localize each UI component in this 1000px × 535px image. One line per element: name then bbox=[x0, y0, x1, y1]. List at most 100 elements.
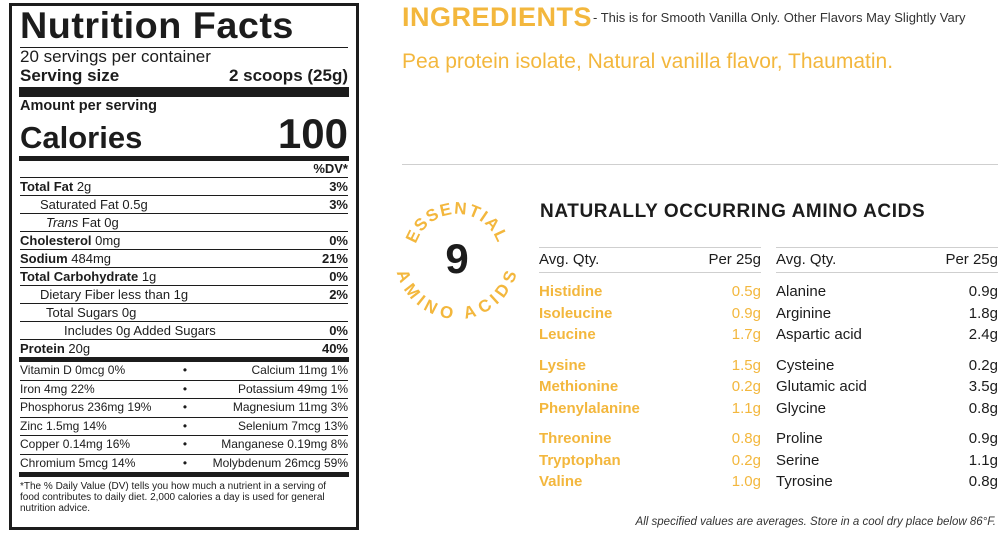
nutrient-label: Trans Fat 0g bbox=[20, 214, 119, 231]
nutrient-row: Cholesterol 0mg 0% bbox=[20, 231, 348, 249]
other-amino-row: Glutamic acid 3.5g bbox=[776, 376, 998, 398]
nutrient-label: Total Sugars 0g bbox=[20, 304, 136, 321]
amino-name: Phenylalanine bbox=[539, 399, 640, 417]
nutrient-amount: Dietary Fiber less than 1g bbox=[40, 287, 189, 302]
other-amino-row: Serine 1.1g bbox=[776, 450, 998, 472]
vitamin-row: Vitamin D 0mcg 0% • Calcium 11mg 1% bbox=[20, 362, 348, 380]
nutrient-row: Sodium 484mg 21% bbox=[20, 249, 348, 267]
other-amino-row: Glycine 0.8g bbox=[776, 398, 998, 420]
storage-note: All specified values are averages. Store… bbox=[635, 516, 996, 528]
nutrient-amount: Fat 0g bbox=[78, 215, 119, 230]
servings-per-container: 20 servings per container bbox=[20, 47, 211, 66]
amino-value: 1.5g bbox=[731, 356, 761, 374]
amount-per-serving: Amount per serving bbox=[20, 98, 157, 114]
ingredients-heading: INGREDIENTS bbox=[402, 2, 593, 32]
daily-value-header: %DV* bbox=[313, 161, 348, 176]
vitamin-row: Iron 4mg 22% • Potassium 49mg 1% bbox=[20, 379, 348, 399]
other-amino-row: Aspartic acid 2.4g bbox=[776, 324, 998, 346]
vitamin-row: Copper 0.14mg 16% • Manganese 0.19mg 8% bbox=[20, 435, 348, 454]
bullet-separator: • bbox=[182, 400, 188, 414]
amino-value: 0.2g bbox=[731, 378, 761, 395]
calories-label: Calories bbox=[20, 120, 143, 155]
nutrient-amount: Total Sugars 0g bbox=[46, 305, 137, 320]
other-amino-row: Cysteine 0.2g bbox=[776, 355, 998, 377]
amino-name: Tyrosine bbox=[776, 473, 833, 490]
nutrient-amount: 20g bbox=[64, 341, 91, 356]
vitamin-left: Iron 4mg 22% bbox=[20, 381, 95, 396]
essential-amino-row: Tryptophan 0.2g bbox=[539, 450, 761, 472]
amino-name: Isoleucine bbox=[539, 304, 613, 322]
nutrient-label: Total Carbohydrate 1g bbox=[20, 268, 156, 285]
nutrient-label: Cholesterol 0mg bbox=[20, 232, 120, 249]
amino-name: Arginine bbox=[776, 304, 832, 322]
essential-amino-row: Isoleucine 0.9g bbox=[539, 303, 761, 325]
amino-value: 0.9g bbox=[731, 304, 761, 322]
vitamin-left: Chromium 5mcg 14% bbox=[20, 455, 136, 470]
essential-amino-row: Valine 1.0g bbox=[539, 471, 761, 493]
nutrition-facts-title: Nutrition Facts bbox=[20, 5, 294, 46]
section-divider bbox=[402, 164, 998, 165]
amino-name: Lysine bbox=[539, 356, 586, 374]
amino-value: 0.2g bbox=[968, 356, 998, 374]
amino-group: Proline 0.9g Serine 1.1g Tyrosine 0.8g bbox=[776, 428, 998, 493]
amino-name: Aspartic acid bbox=[776, 326, 862, 343]
amino-name: Proline bbox=[776, 430, 823, 447]
amino-value: 0.9g bbox=[968, 283, 998, 300]
nutrient-label: Sodium 484mg bbox=[20, 250, 111, 267]
other-amino-row: Alanine 0.9g bbox=[776, 281, 998, 303]
serving-size-value: 2 scoops (25g) bbox=[228, 66, 348, 85]
nutrient-amount: 1g bbox=[138, 269, 157, 284]
vitamin-right: Magnesium 11mg 3% bbox=[232, 400, 348, 414]
amino-value: 0.8g bbox=[968, 399, 998, 417]
per-25g-header: Per 25g bbox=[945, 251, 998, 268]
essential-amino-row: Histidine 0.5g bbox=[539, 281, 761, 303]
vitamin-row: Zinc 1.5mg 14% • Selenium 7mcg 13% bbox=[20, 416, 348, 436]
amino-name: Threonine bbox=[539, 430, 612, 447]
nutrient-amount: 0mg bbox=[91, 233, 121, 248]
serving-size: Serving size 2 scoops (25g) bbox=[20, 66, 348, 86]
amino-group: Histidine 0.5g Isoleucine 0.9g Leucine 1.7g bbox=[539, 281, 761, 346]
amino-value: 2.4g bbox=[968, 326, 998, 343]
nutrient-name: Cholesterol bbox=[20, 233, 92, 248]
nutrient-row: Includes 0g Added Sugars 0% bbox=[20, 321, 348, 339]
nutrient-name: Total Fat bbox=[20, 179, 74, 194]
nutrient-dv-percent: 0% bbox=[329, 233, 348, 248]
amino-table-header: Avg. Qty. Per 25g bbox=[539, 247, 761, 273]
amino-name: Serine bbox=[776, 451, 820, 469]
nutrient-dv-percent: 21% bbox=[321, 251, 348, 266]
nutrient-name: Protein bbox=[20, 341, 65, 356]
nutrient-rows: Total Fat 2g 3% Saturated Fat 0.5g 3% Trans … bbox=[20, 177, 348, 357]
nutrient-row: Dietary Fiber less than 1g 2% bbox=[20, 285, 348, 303]
nutrient-dv-percent: 40% bbox=[321, 341, 348, 356]
bullet-separator: • bbox=[182, 418, 188, 433]
other-amino-row: Proline 0.9g bbox=[776, 428, 998, 450]
amino-name: Methionine bbox=[539, 378, 619, 395]
nutrient-dv-percent: 0% bbox=[329, 323, 348, 338]
nutrient-label: Dietary Fiber less than 1g bbox=[20, 286, 188, 303]
nutrient-dv-percent: 2% bbox=[329, 287, 348, 302]
essential-amino-row: Methionine 0.2g bbox=[539, 376, 761, 398]
vitamin-left: Zinc 1.5mg 14% bbox=[20, 418, 107, 433]
amino-value: 1.1g bbox=[731, 399, 761, 417]
bullet-separator: • bbox=[182, 437, 188, 451]
other-amino-row: Tyrosine 0.8g bbox=[776, 471, 998, 493]
vitamin-right: Molybdenum 26mcg 59% bbox=[212, 455, 348, 470]
amino-value: 3.5g bbox=[968, 378, 998, 395]
amino-name: Histidine bbox=[539, 283, 603, 300]
amino-name: Cysteine bbox=[776, 356, 835, 374]
nutrient-row: Saturated Fat 0.5g 3% bbox=[20, 195, 348, 213]
nutrient-dv-percent: 0% bbox=[329, 269, 348, 284]
vitamin-row: Chromium 5mcg 14% • Molybdenum 26mcg 59% bbox=[20, 453, 348, 473]
nutrient-amount: Saturated Fat 0.5g bbox=[40, 197, 148, 212]
nutrient-amount: Includes 0g Added Sugars bbox=[64, 323, 216, 338]
nutrient-row: Protein 20g 40% bbox=[20, 339, 348, 357]
essential-amino-row: Leucine 1.7g bbox=[539, 324, 761, 346]
amino-name: Alanine bbox=[776, 283, 827, 300]
vitamin-right: Manganese 0.19mg 8% bbox=[221, 437, 348, 451]
vitamin-left: Vitamin D 0mcg 0% bbox=[20, 363, 126, 377]
amino-acids-title: NATURALLY OCCURRING AMINO ACIDS bbox=[540, 201, 926, 222]
amino-name: Glycine bbox=[776, 399, 827, 417]
amino-name: Tryptophan bbox=[539, 451, 621, 469]
amino-group: Cysteine 0.2g Glutamic acid 3.5g Glycine 0.8g bbox=[776, 355, 998, 420]
amino-value: 1.0g bbox=[731, 473, 761, 490]
